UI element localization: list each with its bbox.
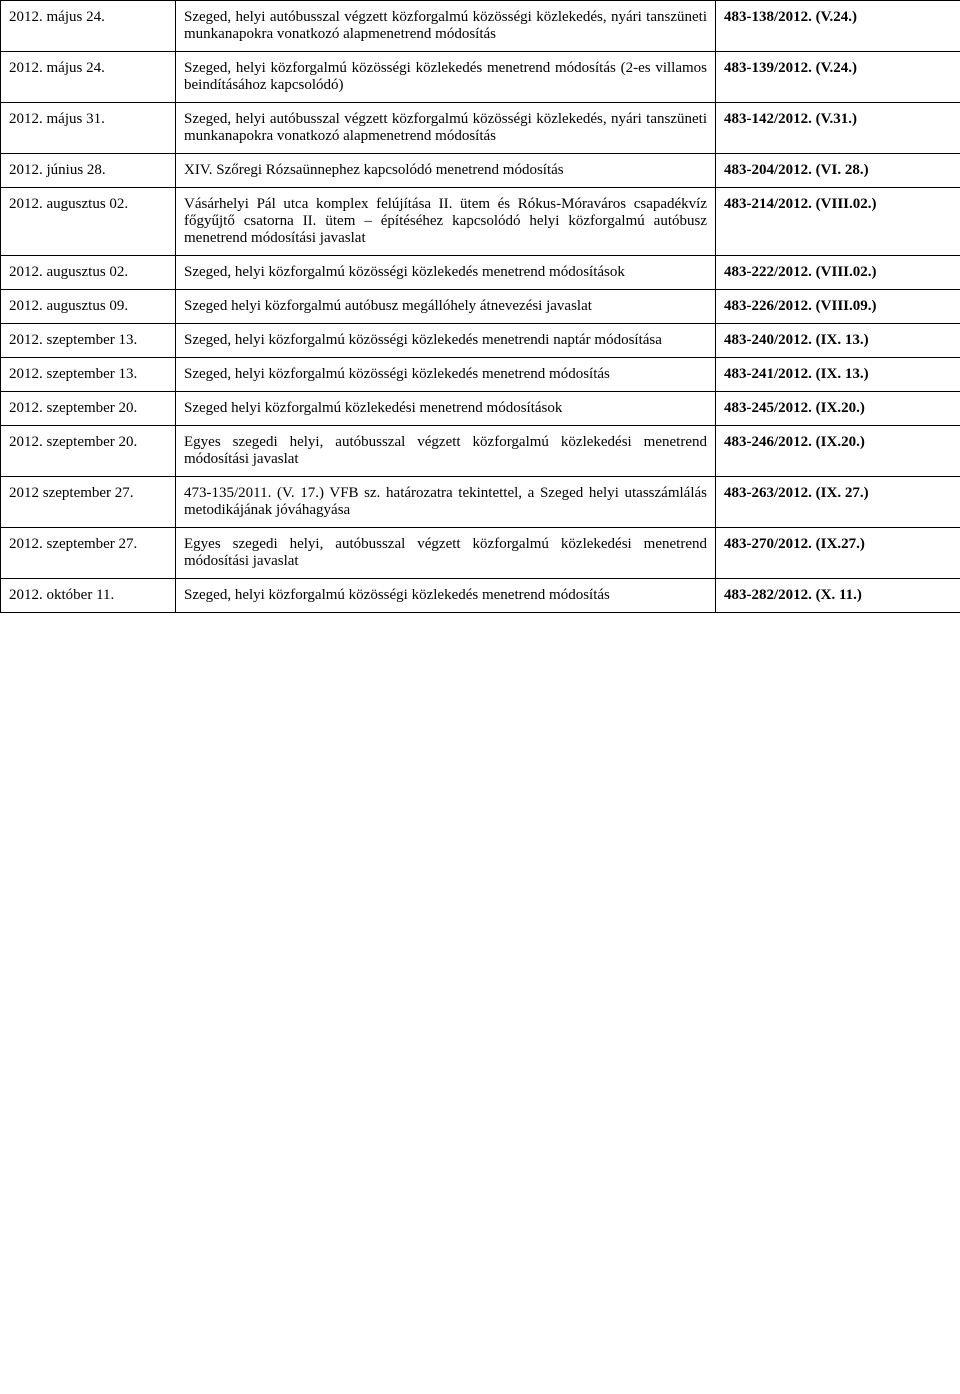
date-cell: 2012. augusztus 09. bbox=[1, 290, 176, 324]
description-cell: Szeged, helyi közforgalmú közösségi közl… bbox=[176, 52, 716, 103]
description-cell: 473-135/2011. (V. 17.) VFB sz. határozat… bbox=[176, 477, 716, 528]
reference-cell: 483-282/2012. (X. 11.) bbox=[716, 579, 960, 613]
reference-cell: 483-142/2012. (V.31.) bbox=[716, 103, 960, 154]
description-cell: Szeged, helyi közforgalmú közösségi közl… bbox=[176, 579, 716, 613]
table-row: 2012. május 31.Szeged, helyi autóbusszal… bbox=[1, 103, 960, 154]
reference-cell: 483-214/2012. (VIII.02.) bbox=[716, 188, 960, 256]
date-cell: 2012. május 24. bbox=[1, 1, 176, 52]
description-cell: Szeged, helyi autóbusszal végzett közfor… bbox=[176, 1, 716, 52]
table-row: 2012. október 11.Szeged, helyi közforgal… bbox=[1, 579, 960, 613]
description-cell: Szeged, helyi közforgalmú közösségi közl… bbox=[176, 324, 716, 358]
date-cell: 2012. szeptember 27. bbox=[1, 528, 176, 579]
reference-cell: 483-241/2012. (IX. 13.) bbox=[716, 358, 960, 392]
description-cell: Vásárhelyi Pál utca komplex felújítása I… bbox=[176, 188, 716, 256]
reference-cell: 483-246/2012. (IX.20.) bbox=[716, 426, 960, 477]
date-cell: 2012. május 24. bbox=[1, 52, 176, 103]
table-row: 2012 szeptember 27.473-135/2011. (V. 17.… bbox=[1, 477, 960, 528]
date-cell: 2012. augusztus 02. bbox=[1, 188, 176, 256]
table-row: 2012. augusztus 09.Szeged helyi közforga… bbox=[1, 290, 960, 324]
table-row: 2012. szeptember 27.Egyes szegedi helyi,… bbox=[1, 528, 960, 579]
table-row: 2012. szeptember 13.Szeged, helyi közfor… bbox=[1, 324, 960, 358]
date-cell: 2012. szeptember 20. bbox=[1, 392, 176, 426]
reference-cell: 483-222/2012. (VIII.02.) bbox=[716, 256, 960, 290]
table-row: 2012. szeptember 13.Szeged, helyi közfor… bbox=[1, 358, 960, 392]
reference-cell: 483-204/2012. (VI. 28.) bbox=[716, 154, 960, 188]
table-row: 2012. szeptember 20.Szeged helyi közforg… bbox=[1, 392, 960, 426]
description-cell: Egyes szegedi helyi, autóbusszal végzett… bbox=[176, 528, 716, 579]
date-cell: 2012. szeptember 13. bbox=[1, 358, 176, 392]
reference-cell: 483-240/2012. (IX. 13.) bbox=[716, 324, 960, 358]
description-cell: Szeged, helyi közforgalmú közösségi közl… bbox=[176, 358, 716, 392]
description-cell: Szeged, helyi autóbusszal végzett közfor… bbox=[176, 103, 716, 154]
date-cell: 2012. szeptember 20. bbox=[1, 426, 176, 477]
table-row: 2012. augusztus 02.Szeged, helyi közforg… bbox=[1, 256, 960, 290]
date-cell: 2012 szeptember 27. bbox=[1, 477, 176, 528]
table-row: 2012. május 24.Szeged, helyi közforgalmú… bbox=[1, 52, 960, 103]
description-cell: Szeged helyi közforgalmú közlekedési men… bbox=[176, 392, 716, 426]
date-cell: 2012. október 11. bbox=[1, 579, 176, 613]
reference-cell: 483-139/2012. (V.24.) bbox=[716, 52, 960, 103]
description-cell: Egyes szegedi helyi, autóbusszal végzett… bbox=[176, 426, 716, 477]
date-cell: 2012. június 28. bbox=[1, 154, 176, 188]
date-cell: 2012. augusztus 02. bbox=[1, 256, 176, 290]
table-row: 2012. május 24.Szeged, helyi autóbusszal… bbox=[1, 1, 960, 52]
reference-cell: 483-270/2012. (IX.27.) bbox=[716, 528, 960, 579]
description-cell: Szeged helyi közforgalmú autóbusz megáll… bbox=[176, 290, 716, 324]
table-row: 2012. június 28.XIV. Szőregi Rózsaünneph… bbox=[1, 154, 960, 188]
reference-cell: 483-245/2012. (IX.20.) bbox=[716, 392, 960, 426]
date-cell: 2012. május 31. bbox=[1, 103, 176, 154]
reference-cell: 483-226/2012. (VIII.09.) bbox=[716, 290, 960, 324]
reference-cell: 483-263/2012. (IX. 27.) bbox=[716, 477, 960, 528]
table-row: 2012. szeptember 20.Egyes szegedi helyi,… bbox=[1, 426, 960, 477]
description-cell: XIV. Szőregi Rózsaünnephez kapcsolódó me… bbox=[176, 154, 716, 188]
decisions-table: 2012. május 24.Szeged, helyi autóbusszal… bbox=[0, 0, 960, 613]
description-cell: Szeged, helyi közforgalmú közösségi közl… bbox=[176, 256, 716, 290]
reference-cell: 483-138/2012. (V.24.) bbox=[716, 1, 960, 52]
date-cell: 2012. szeptember 13. bbox=[1, 324, 176, 358]
table-row: 2012. augusztus 02.Vásárhelyi Pál utca k… bbox=[1, 188, 960, 256]
